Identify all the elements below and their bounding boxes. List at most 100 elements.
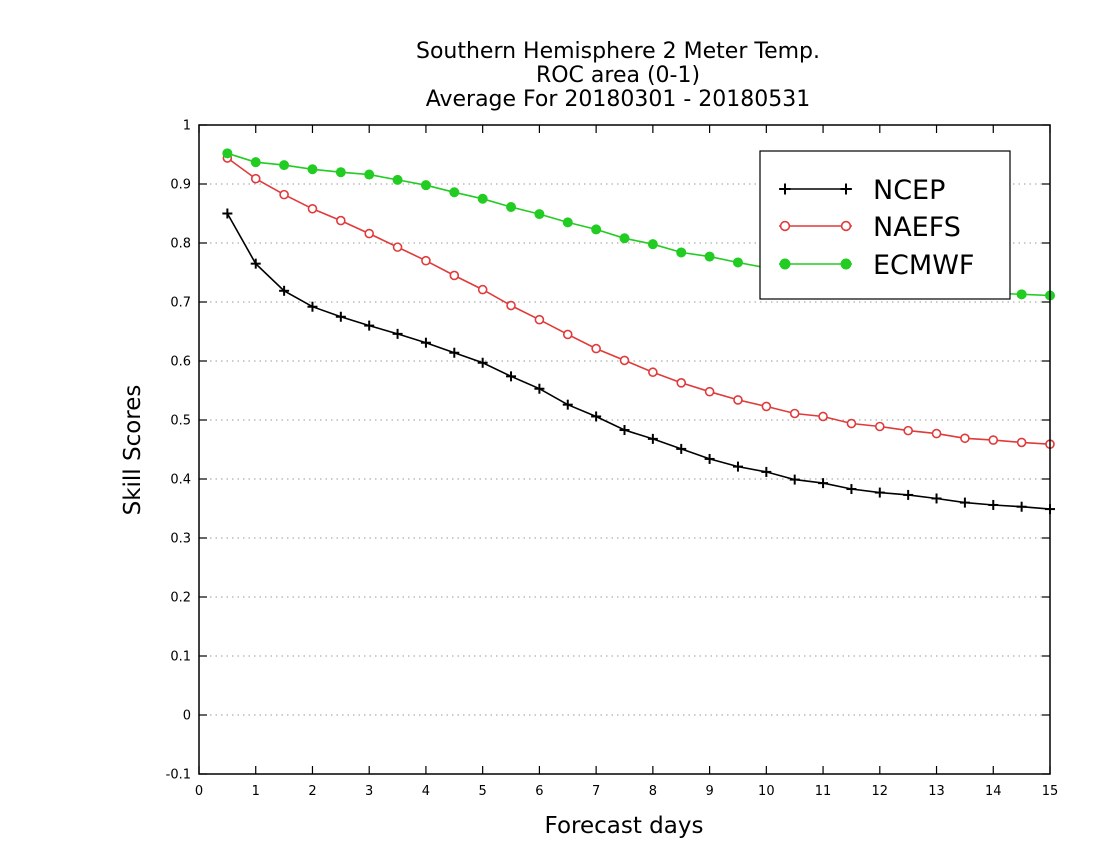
legend-label-ncep: NCEP: [873, 175, 945, 206]
data-point-naefs: [392, 242, 403, 252]
data-point-ecmwf: [506, 202, 517, 213]
data-point-ncep: [420, 337, 431, 348]
data-point-ncep: [250, 258, 261, 269]
y-tick-label: 0.7: [170, 296, 191, 311]
y-tick-label: 0.3: [170, 532, 191, 547]
data-point-ncep: [959, 497, 970, 508]
series-ncep: [222, 208, 1055, 515]
y-axis-label: Skill Scores: [120, 385, 146, 516]
data-point-naefs: [449, 270, 460, 281]
x-tick-label: 14: [985, 784, 1002, 799]
x-tick-label: 6: [535, 784, 543, 799]
x-tick-label: 4: [422, 784, 430, 799]
data-point-naefs: [534, 314, 545, 325]
data-point-naefs: [903, 425, 913, 436]
data-point-naefs: [307, 203, 318, 214]
data-point-ecmwf: [222, 148, 233, 159]
data-point-ecmwf: [307, 164, 318, 175]
x-tick-label: 0: [195, 784, 203, 799]
x-tick-label: 3: [365, 784, 373, 799]
data-point-naefs: [1016, 437, 1027, 448]
legend-marker-ecmwf: [840, 258, 852, 270]
data-point-ncep: [846, 484, 857, 495]
data-point-ecmwf: [591, 224, 602, 235]
x-tick-label: 2: [308, 784, 316, 799]
data-point-ncep: [931, 493, 942, 504]
data-point-ecmwf: [364, 169, 375, 180]
data-point-ecmwf: [449, 187, 460, 198]
y-tick-label: 0.4: [170, 473, 191, 488]
data-point-naefs: [931, 428, 942, 439]
series-naefs: [222, 153, 1055, 449]
data-point-ecmwf: [477, 193, 488, 204]
data-point-ncep: [392, 328, 403, 339]
y-tick-label: 0.2: [170, 591, 191, 606]
data-point-naefs: [704, 386, 715, 397]
data-point-naefs: [648, 367, 658, 378]
data-point-naefs: [506, 300, 516, 311]
legend-marker-ncep: [779, 183, 791, 195]
data-point-naefs: [477, 284, 488, 295]
data-point-naefs: [874, 421, 885, 432]
data-point-ncep: [534, 383, 545, 394]
data-point-naefs: [988, 435, 999, 445]
data-point-ecmwf: [1016, 289, 1027, 300]
data-point-ncep: [591, 411, 602, 422]
data-point-ecmwf: [676, 247, 687, 258]
data-point-ncep: [506, 371, 517, 382]
data-point-naefs: [364, 228, 375, 239]
data-point-ncep: [477, 357, 488, 368]
x-tick-label: 5: [479, 784, 487, 799]
data-point-ncep: [676, 443, 687, 454]
data-point-naefs: [562, 329, 573, 340]
y-tick-label: 0: [183, 709, 191, 724]
data-point-ecmwf: [704, 251, 715, 262]
chart-title-line-2: ROC area (0-1): [536, 63, 700, 88]
chart-title-line-1: Southern Hemisphere 2 Meter Temp.: [416, 39, 820, 64]
data-point-ecmwf: [732, 257, 743, 268]
data-point-ecmwf: [619, 233, 630, 244]
x-tick-label: 8: [649, 784, 657, 799]
y-axis-ticks: -0.1 0 0.1 0.2 0.3 0.4 0.5 0.6 0.7 0.8 0.9 1: [166, 119, 1050, 783]
x-tick-label: 10: [758, 784, 775, 799]
data-point-ncep: [449, 347, 460, 358]
legend-label-ecmwf: ECMWF: [873, 250, 974, 281]
legend-marker-naefs: [779, 220, 791, 232]
y-tick-label: -0.1: [166, 768, 191, 783]
data-point-ncep: [335, 311, 346, 322]
x-tick-label: 13: [928, 784, 945, 799]
data-point-ecmwf: [420, 180, 431, 191]
data-point-ecmwf: [335, 167, 346, 178]
legend-label-naefs: NAEFS: [873, 212, 961, 243]
plot-frame: [198, 124, 1051, 775]
data-point-naefs: [846, 418, 857, 429]
data-point-naefs: [789, 408, 800, 419]
data-point-ncep: [222, 208, 233, 219]
data-point-ecmwf: [392, 174, 403, 185]
data-point-ecmwf: [647, 239, 658, 250]
data-point-ecmwf: [562, 217, 573, 228]
data-point-ncep: [903, 489, 914, 500]
y-tick-label: 1: [183, 119, 191, 134]
data-point-ncep: [364, 320, 375, 331]
data-point-ncep: [789, 474, 800, 485]
data-point-naefs: [279, 189, 289, 200]
data-point-naefs: [250, 173, 261, 184]
y-tick-label: 0.6: [170, 355, 191, 370]
y-tick-label: 0.5: [170, 414, 191, 429]
data-point-naefs: [676, 378, 687, 388]
data-point-naefs: [761, 401, 772, 412]
data-point-ncep: [761, 466, 772, 477]
y-tick-label: 0.1: [170, 650, 191, 665]
data-point-ncep: [874, 487, 885, 498]
data-point-ncep: [647, 433, 658, 444]
data-point-ecmwf: [250, 157, 261, 168]
data-point-ncep: [818, 478, 829, 489]
legend-box: [759, 150, 1011, 300]
data-point-ncep: [307, 301, 318, 312]
legend-marker-naefs: [840, 220, 852, 232]
data-point-ncep: [619, 425, 630, 436]
data-point-ncep: [704, 453, 715, 464]
y-tick-label: 0.9: [170, 178, 191, 193]
